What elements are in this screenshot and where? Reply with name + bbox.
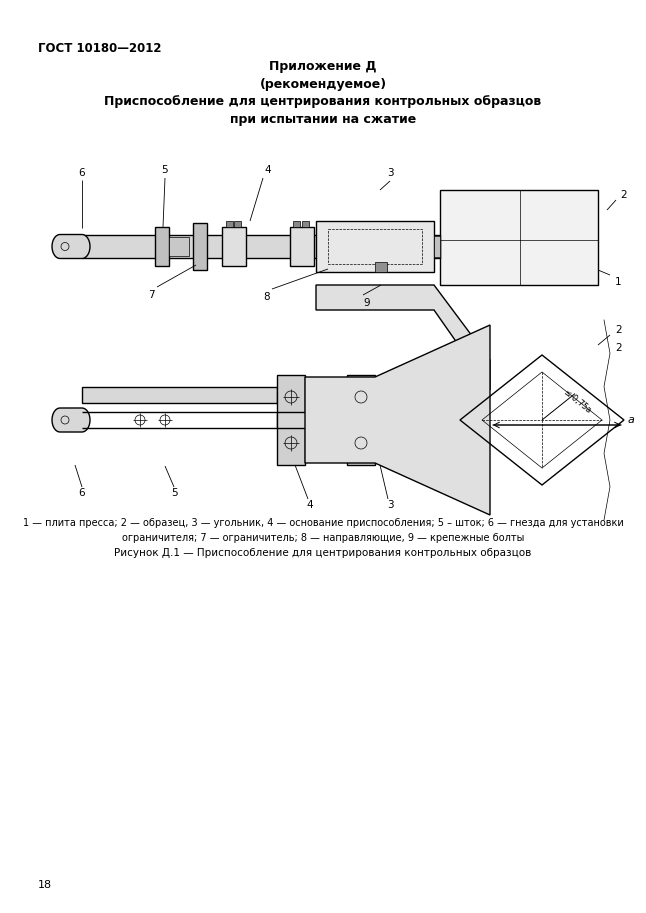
Bar (82, 235, 440, 258)
Bar (293, 221, 300, 227)
Text: 2: 2 (615, 343, 621, 353)
Text: 8: 8 (264, 292, 270, 302)
Bar (169, 237, 189, 256)
Bar (82, 387, 277, 403)
Circle shape (61, 243, 69, 250)
Bar (434, 236, 440, 257)
Text: 1 — плита пресса; 2 — образец, 3 — угольник, 4 — основание приспособления; 5 – ш: 1 — плита пресса; 2 — образец, 3 — уголь… (23, 518, 623, 543)
Text: Приложение Д
(рекомендуемое): Приложение Д (рекомендуемое) (260, 60, 386, 91)
Text: 5: 5 (172, 488, 178, 498)
Bar (375, 262, 387, 272)
Bar (234, 221, 241, 227)
Bar (316, 221, 434, 272)
Text: 6: 6 (79, 488, 85, 498)
Text: 2: 2 (620, 190, 627, 200)
Text: 3: 3 (387, 168, 393, 178)
Bar (226, 221, 233, 227)
Bar (440, 190, 598, 285)
Bar (290, 227, 314, 266)
Text: ГОСТ 10180—2012: ГОСТ 10180—2012 (38, 42, 162, 55)
Text: $\leq$0,75a: $\leq$0,75a (560, 384, 595, 415)
Text: 2: 2 (615, 325, 621, 335)
Text: 4: 4 (265, 165, 271, 175)
Bar (302, 221, 309, 227)
Text: Рисунок Д.1 — Приспособление для центрирования контрольных образцов: Рисунок Д.1 — Приспособление для центрир… (114, 548, 532, 558)
Text: 18: 18 (38, 880, 52, 890)
Bar (347, 375, 375, 465)
Bar (277, 375, 305, 465)
Polygon shape (305, 325, 490, 515)
Text: 5: 5 (162, 165, 169, 175)
Text: 4: 4 (307, 500, 313, 510)
Polygon shape (52, 408, 90, 432)
Circle shape (61, 416, 69, 424)
Text: 6: 6 (79, 168, 85, 178)
Bar (277, 412, 375, 428)
Bar (193, 223, 207, 270)
Polygon shape (316, 285, 490, 390)
Text: a: a (628, 415, 635, 425)
Text: 3: 3 (387, 500, 393, 510)
Bar (328, 229, 422, 264)
Text: 7: 7 (149, 290, 155, 300)
Bar (222, 227, 246, 266)
Text: 9: 9 (363, 298, 370, 308)
Polygon shape (52, 235, 90, 258)
Bar (155, 227, 169, 266)
Text: Приспособление для центрирования контрольных образцов
при испытании на сжатие: Приспособление для центрирования контрол… (105, 95, 541, 126)
Text: 1: 1 (615, 277, 621, 287)
